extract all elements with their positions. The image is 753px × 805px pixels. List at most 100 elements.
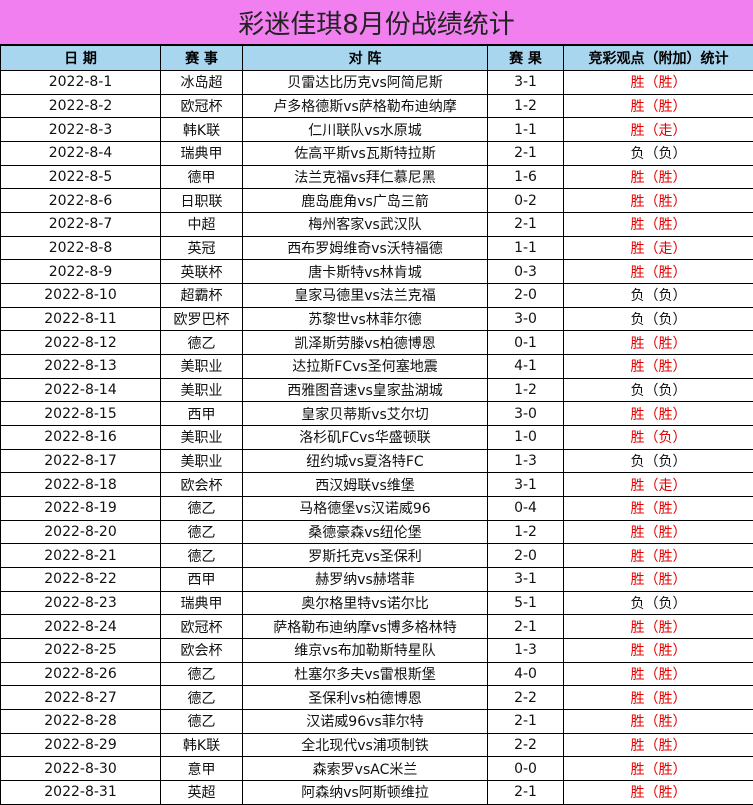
pick-cell: 胜（胜）: [564, 497, 753, 521]
match-cell: 西雅图音速vs皇家盐湖城: [243, 378, 488, 402]
score-cell: 2-2: [488, 686, 564, 710]
match-cell: 洛杉矶FCvs华盛顿联: [243, 426, 488, 450]
date-cell: 2022-8-22: [1, 568, 161, 592]
score-cell: 1-6: [488, 165, 564, 189]
league-cell: 德乙: [161, 710, 243, 734]
match-cell: 唐卡斯特vs林肯城: [243, 260, 488, 284]
date-cell: 2022-8-14: [1, 378, 161, 402]
score-cell: 3-0: [488, 402, 564, 426]
score-cell: 3-1: [488, 473, 564, 497]
league-cell: 德乙: [161, 520, 243, 544]
pick-cell: 胜（胜）: [564, 71, 753, 95]
match-cell: 汉诺威96vs菲尔特: [243, 710, 488, 734]
date-cell: 2022-8-9: [1, 260, 161, 284]
pick-cell: 胜（胜）: [564, 94, 753, 118]
score-cell: 2-1: [488, 142, 564, 166]
date-cell: 2022-8-13: [1, 355, 161, 379]
league-cell: 西甲: [161, 402, 243, 426]
match-cell: 卢多格德斯vs萨格勒布迪纳摩: [243, 94, 488, 118]
pick-cell: 负（负）: [564, 378, 753, 402]
match-cell: 纽约城vs夏洛特FC: [243, 449, 488, 473]
match-cell: 桑德豪森vs纽伦堡: [243, 520, 488, 544]
match-cell: 罗斯托克vs圣保利: [243, 544, 488, 568]
league-cell: 瑞典甲: [161, 591, 243, 615]
score-cell: 1-2: [488, 520, 564, 544]
date-cell: 2022-8-3: [1, 118, 161, 142]
league-cell: 美职业: [161, 355, 243, 379]
date-cell: 2022-8-17: [1, 449, 161, 473]
score-cell: 3-0: [488, 307, 564, 331]
league-cell: 中超: [161, 213, 243, 237]
date-cell: 2022-8-29: [1, 733, 161, 757]
date-cell: 2022-8-23: [1, 591, 161, 615]
league-cell: 欧罗巴杯: [161, 307, 243, 331]
pick-cell: 胜（走）: [564, 473, 753, 497]
score-cell: 0-0: [488, 757, 564, 781]
pick-cell: 胜（胜）: [564, 355, 753, 379]
date-cell: 2022-8-25: [1, 639, 161, 663]
score-cell: 1-3: [488, 449, 564, 473]
score-cell: 4-0: [488, 662, 564, 686]
date-cell: 2022-8-4: [1, 142, 161, 166]
match-cell: 萨格勒布迪纳摩vs博多格林特: [243, 615, 488, 639]
match-cell: 圣保利vs柏德博恩: [243, 686, 488, 710]
date-cell: 2022-8-19: [1, 497, 161, 521]
league-cell: 德乙: [161, 544, 243, 568]
league-cell: 欧冠杯: [161, 615, 243, 639]
pick-cell: 胜（胜）: [564, 260, 753, 284]
match-cell: 西布罗姆维奇vs沃特福德: [243, 236, 488, 260]
date-cell: 2022-8-30: [1, 757, 161, 781]
header-row: 日 期赛 事对 阵赛 果竞彩观点（附加）统计: [1, 46, 753, 71]
league-cell: 英超: [161, 781, 243, 805]
score-cell: 1-1: [488, 118, 564, 142]
score-cell: 2-1: [488, 710, 564, 734]
league-cell: 西甲: [161, 568, 243, 592]
pick-cell: 负（负）: [564, 142, 753, 166]
league-cell: 欧冠杯: [161, 94, 243, 118]
match-cell: 维京vs布加勒斯特星队: [243, 639, 488, 663]
column-header: 赛 事: [161, 46, 243, 71]
date-cell: 2022-8-20: [1, 520, 161, 544]
date-cell: 2022-8-10: [1, 284, 161, 308]
date-cell: 2022-8-24: [1, 615, 161, 639]
score-cell: 5-1: [488, 591, 564, 615]
date-cell: 2022-8-16: [1, 426, 161, 450]
date-cell: 2022-8-8: [1, 236, 161, 260]
pick-cell: 胜（胜）: [564, 544, 753, 568]
league-cell: 德乙: [161, 331, 243, 355]
pick-cell: 负（负）: [564, 591, 753, 615]
score-cell: 0-3: [488, 260, 564, 284]
pick-cell: 胜（胜）: [564, 662, 753, 686]
date-cell: 2022-8-5: [1, 165, 161, 189]
date-cell: 2022-8-26: [1, 662, 161, 686]
league-cell: 美职业: [161, 449, 243, 473]
pick-cell: 胜（胜）: [564, 639, 753, 663]
date-cell: 2022-8-18: [1, 473, 161, 497]
pick-cell: 胜（负）: [564, 426, 753, 450]
date-cell: 2022-8-1: [1, 71, 161, 95]
match-cell: 苏黎世vs林菲尔德: [243, 307, 488, 331]
match-cell: 鹿岛鹿角vs广岛三箭: [243, 189, 488, 213]
match-cell: 杜塞尔多夫vs雷根斯堡: [243, 662, 488, 686]
pick-cell: 胜（胜）: [564, 686, 753, 710]
pick-cell: 负（负）: [564, 284, 753, 308]
league-cell: 德甲: [161, 165, 243, 189]
date-cell: 2022-8-28: [1, 710, 161, 734]
score-cell: 1-2: [488, 94, 564, 118]
